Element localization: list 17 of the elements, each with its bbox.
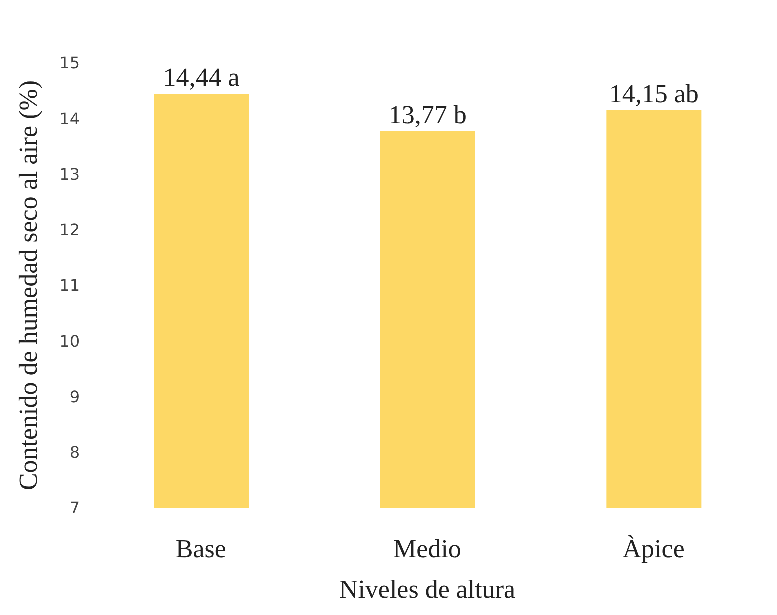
y-tick-label: 8 <box>70 443 80 462</box>
y-tick-label: 12 <box>60 220 80 240</box>
y-tick-label: 10 <box>60 332 80 351</box>
data-label: 14,44 a <box>163 63 240 92</box>
x-tick-label: Medio <box>394 534 462 564</box>
y-tick-label: 13 <box>60 164 80 184</box>
data-label: 13,77 b <box>388 100 467 130</box>
x-axis-title: Niveles de altura <box>339 575 516 604</box>
y-tick-label: 15 <box>60 54 80 73</box>
y-tick-label: 9 <box>70 387 80 406</box>
x-tick-label: Base <box>176 534 226 564</box>
y-tick-label: 11 <box>60 276 80 296</box>
y-tick-label: 14 <box>60 109 80 128</box>
y-axis-title: Contenido de humedad seco al aire (%) <box>14 80 44 491</box>
data-label: 14,15 ab <box>609 79 699 108</box>
x-tick-label: Àpice <box>622 534 685 564</box>
y-tick-label: 7 <box>70 498 80 518</box>
